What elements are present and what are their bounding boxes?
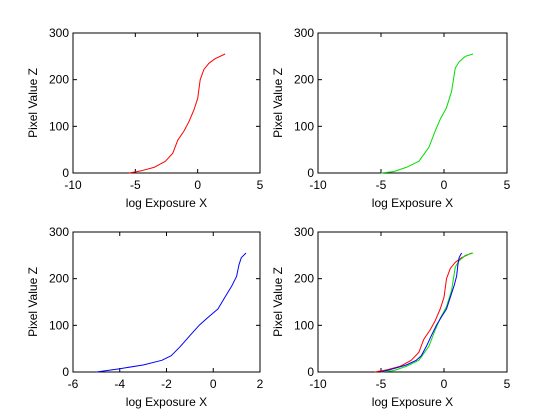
x-tick-label: 0 (441, 377, 448, 391)
axes-box (317, 32, 508, 174)
series-line-1 (96, 252, 247, 373)
y-tick-label: 100 (49, 119, 69, 133)
y-tick-label: 300 (294, 225, 314, 239)
x-axis-label: log Exposure X (126, 196, 207, 210)
series-line-1 (374, 252, 472, 373)
y-tick-label: 300 (49, 225, 69, 239)
x-tick-label: -5 (130, 178, 141, 192)
y-tick-label: 0 (62, 166, 69, 180)
x-tick-label: 2 (257, 377, 264, 391)
x-tick-label: -10 (309, 178, 327, 192)
x-tick-label: 0 (194, 178, 201, 192)
y-tick-label: 200 (49, 73, 69, 87)
x-tick-label: -10 (64, 178, 82, 192)
x-axis-label: log Exposure X (372, 395, 453, 409)
y-tick-label: 200 (294, 272, 314, 286)
axes-box (317, 231, 508, 373)
y-tick-label: 0 (307, 365, 314, 379)
series-line-1 (380, 53, 474, 174)
series-line-1 (129, 53, 226, 174)
x-tick-label: -2 (161, 377, 172, 391)
x-tick-label: 5 (504, 377, 511, 391)
subplot-3: -6 -4 -2 0 2 0 100 200 300 log Exposure X Pixel Va… (26, 225, 264, 409)
y-tick-label: 100 (49, 318, 69, 332)
x-axis-label: log Exposure X (372, 196, 453, 210)
x-tick-label: -6 (68, 377, 79, 391)
axes-box (72, 32, 261, 174)
x-tick-label: -5 (376, 178, 387, 192)
x-tick-label: -5 (376, 377, 387, 391)
x-axis-label: log Exposure X (126, 395, 207, 409)
y-tick-label: 300 (49, 26, 69, 40)
y-axis-label: Pixel Value Z (271, 267, 285, 337)
y-tick-label: 100 (294, 119, 314, 133)
y-axis-label: Pixel Value Z (271, 68, 285, 138)
y-tick-label: 100 (294, 318, 314, 332)
y-axis-label: Pixel Value Z (26, 68, 40, 138)
y-tick-label: 0 (62, 365, 69, 379)
series-line-3 (380, 252, 463, 373)
x-tick-label: 5 (257, 178, 264, 192)
x-tick-label: 0 (441, 178, 448, 192)
axes-box (72, 231, 261, 373)
x-tick-label: 0 (210, 377, 217, 391)
y-tick-label: 0 (307, 166, 314, 180)
y-tick-label: 300 (294, 26, 314, 40)
y-tick-label: 200 (294, 73, 314, 87)
x-tick-label: 5 (504, 178, 511, 192)
x-tick-label: -4 (114, 377, 125, 391)
y-axis-label: Pixel Value Z (26, 267, 40, 337)
y-tick-label: 200 (49, 272, 69, 286)
x-tick-label: -10 (309, 377, 327, 391)
